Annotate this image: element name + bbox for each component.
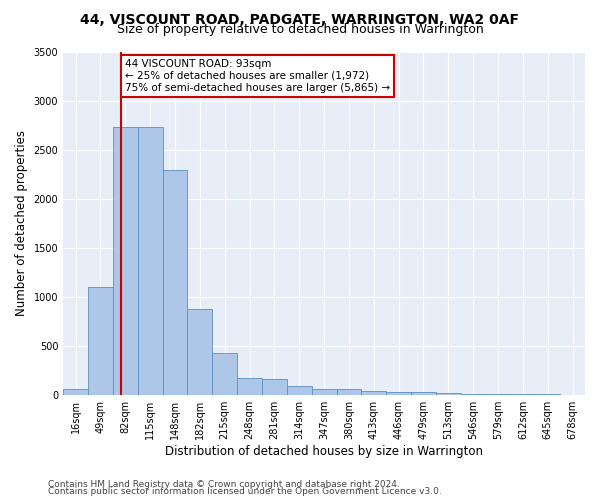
Bar — [386, 392, 411, 394]
Text: Size of property relative to detached houses in Warrington: Size of property relative to detached ho… — [116, 22, 484, 36]
Bar — [63, 390, 88, 394]
Text: Contains public sector information licensed under the Open Government Licence v3: Contains public sector information licen… — [48, 487, 442, 496]
Bar — [163, 170, 187, 394]
Bar — [436, 392, 461, 394]
Bar — [262, 379, 287, 394]
Bar — [212, 352, 237, 395]
X-axis label: Distribution of detached houses by size in Warrington: Distribution of detached houses by size … — [165, 444, 483, 458]
Bar — [411, 392, 436, 394]
Text: Contains HM Land Registry data © Crown copyright and database right 2024.: Contains HM Land Registry data © Crown c… — [48, 480, 400, 489]
Text: 44, VISCOUNT ROAD, PADGATE, WARRINGTON, WA2 0AF: 44, VISCOUNT ROAD, PADGATE, WARRINGTON, … — [80, 12, 520, 26]
Bar — [113, 127, 138, 394]
Bar — [237, 378, 262, 394]
Bar — [311, 389, 337, 394]
Bar — [287, 386, 311, 394]
Bar — [187, 310, 212, 394]
Bar — [88, 287, 113, 395]
Text: 44 VISCOUNT ROAD: 93sqm
← 25% of detached houses are smaller (1,972)
75% of semi: 44 VISCOUNT ROAD: 93sqm ← 25% of detache… — [125, 60, 390, 92]
Bar — [361, 391, 386, 394]
Bar — [138, 127, 163, 394]
Y-axis label: Number of detached properties: Number of detached properties — [15, 130, 28, 316]
Bar — [337, 390, 361, 394]
